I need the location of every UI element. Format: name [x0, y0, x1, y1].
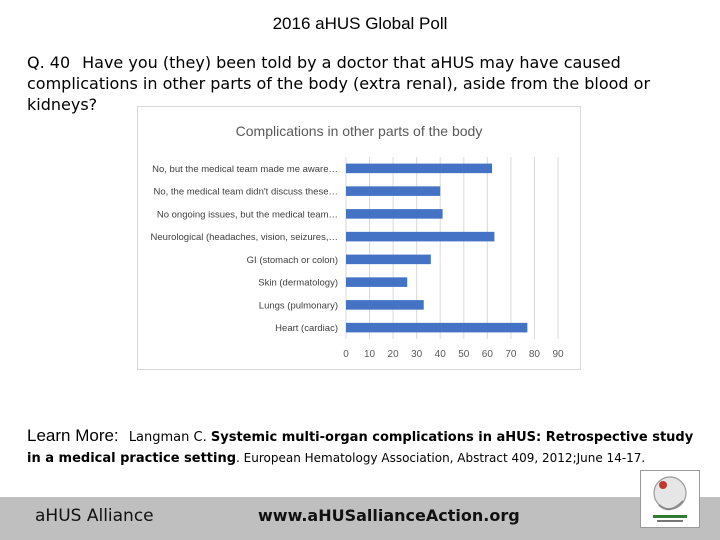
slide-title: 2016 aHUS Global Poll: [272, 14, 448, 33]
bar-2: [346, 209, 443, 219]
x-tick-label-0: 0: [343, 349, 349, 360]
question-number: Q. 40: [27, 53, 71, 72]
bar-0: [346, 163, 493, 174]
bar-4: [346, 254, 431, 265]
x-tick-label-1: 10: [364, 349, 376, 360]
bar-7: [346, 322, 528, 333]
footer-org-name: aHUS Alliance: [35, 506, 154, 526]
footer-bar: aHUS Alliance www.aHUSallianceAction.org: [0, 497, 720, 540]
bar-3: [346, 231, 495, 242]
category-label-5: Skin (dermatology): [258, 278, 338, 289]
category-label-1: No, the medical team didn't discuss thes…: [153, 187, 338, 198]
reference-journal: . European Hematology Association, Abstr…: [236, 451, 646, 465]
bar-6: [346, 300, 424, 310]
chart-container: Complications in other parts of the body…: [137, 106, 581, 370]
footer-website[interactable]: www.aHUSallianceAction.org: [258, 506, 520, 525]
bar-chart: Complications in other parts of the body…: [151, 123, 564, 360]
x-tick-label-8: 80: [529, 349, 541, 360]
category-label-7: Heart (cardiac): [275, 323, 338, 334]
category-label-0: No, but the medical team made me aware…: [152, 164, 338, 175]
category-label-3: Neurological (headaches, vision, seizure…: [151, 232, 338, 243]
category-label-2: No ongoing issues, but the medical team…: [157, 209, 338, 220]
bar-5: [346, 277, 408, 287]
x-tick-label-4: 40: [435, 349, 447, 360]
question: Q. 40 Have you (they) been told by a doct…: [27, 52, 697, 115]
x-tick-label-5: 50: [458, 349, 470, 360]
category-label-4: GI (stomach or colon): [247, 255, 338, 266]
learn-more-label: Learn More:: [27, 426, 119, 445]
reference-title: Systemic multi-organ complications in aH…: [27, 430, 694, 466]
x-tick-label-6: 60: [482, 349, 494, 360]
bar-1: [346, 186, 441, 196]
x-tick-label-2: 20: [388, 349, 400, 360]
question-text: Have you (they) been told by a doctor th…: [27, 53, 651, 114]
reference-author: Langman C.: [128, 430, 207, 445]
x-tick-label-7: 70: [505, 349, 517, 360]
ahus-alliance-logo: [640, 470, 700, 528]
chart-title: Complications in other parts of the body: [236, 123, 483, 139]
learn-more: Learn More: Langman C. Systemic multi-or…: [27, 425, 707, 469]
x-tick-label-9: 90: [552, 349, 564, 360]
category-label-6: Lungs (pulmonary): [259, 300, 338, 311]
x-tick-label-3: 30: [411, 349, 423, 360]
